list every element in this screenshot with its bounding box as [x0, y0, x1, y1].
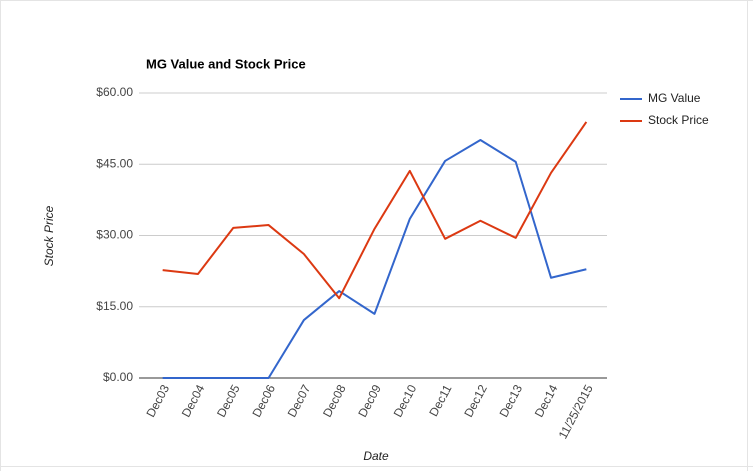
y-tick-label: $60.00 [96, 85, 133, 99]
y-tick-label: $45.00 [96, 156, 133, 170]
chart-title: MG Value and Stock Price [146, 56, 306, 71]
series-line [162, 139, 587, 379]
y-tick-label: $0.00 [103, 370, 133, 384]
y-tick-label: $30.00 [96, 228, 133, 242]
series-line [162, 121, 588, 300]
legend-label: Stock Price [648, 113, 709, 127]
y-axis-label: Stock Price [42, 205, 56, 266]
x-axis-label: Date [363, 449, 389, 463]
legend-label: MG Value [648, 91, 701, 105]
y-tick-label: $15.00 [96, 299, 133, 313]
